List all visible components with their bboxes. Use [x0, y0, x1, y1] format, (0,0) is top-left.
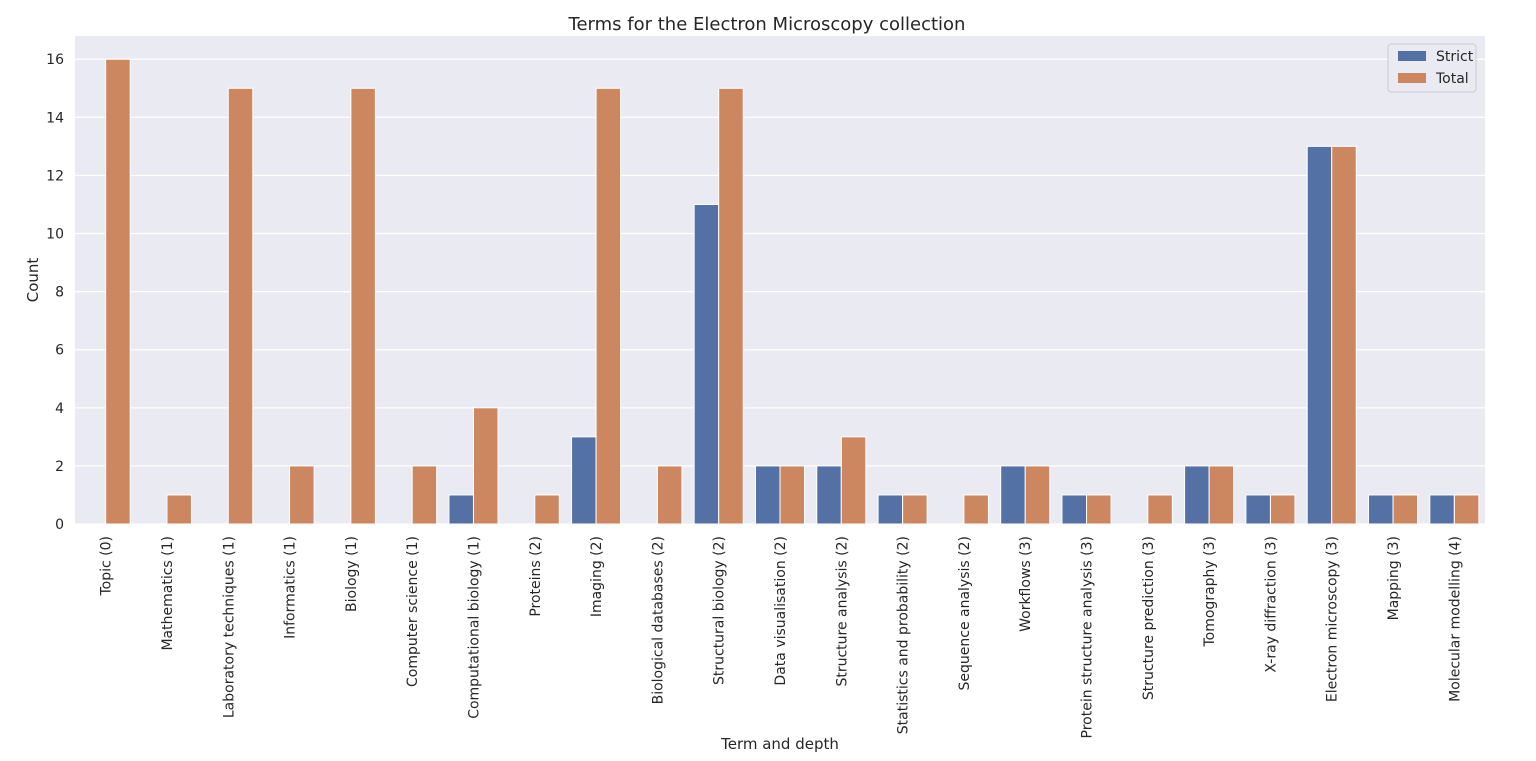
bar-strict [1245, 494, 1271, 525]
x-tick-label: Laboratory techniques (1) [221, 536, 237, 718]
bar-total [472, 407, 499, 525]
x-tick-label: Statistics and probability (2) [896, 536, 912, 734]
x-tick-label: Structural biology (2) [712, 536, 728, 685]
x-tick-label: Molecular modelling (4) [1447, 536, 1463, 702]
bar-strict [1306, 145, 1333, 525]
bar-total [1208, 465, 1235, 525]
y-tick-label: 0 [55, 517, 64, 533]
x-tick-label: Informatics (1) [283, 536, 299, 639]
bar-strict [816, 465, 842, 525]
bar-total [595, 87, 622, 525]
legend-label-strict: Strict [1436, 49, 1474, 65]
bar-total [1086, 494, 1112, 525]
y-tick-label: 10 [46, 227, 64, 243]
bar-strict [1429, 494, 1455, 525]
bar-total [718, 87, 744, 525]
bar-strict [1368, 494, 1394, 525]
y-tick-label: 6 [55, 343, 64, 359]
y-tick-label: 14 [46, 110, 64, 126]
x-tick-label: Sequence analysis (2) [957, 536, 973, 690]
legend-swatch-total [1398, 73, 1426, 83]
bar-total [1392, 494, 1419, 525]
bar-strict [693, 203, 720, 525]
x-tick-label: Structure prediction (3) [1141, 536, 1157, 700]
x-tick-label: Mapping (3) [1386, 536, 1402, 620]
bar-total [411, 465, 438, 525]
legend-swatch-strict [1398, 51, 1426, 61]
x-tick-label: Topic (0) [99, 536, 115, 597]
x-axis-ticks: Topic (0) Mathematics (1) Laboratory techn… [99, 536, 1464, 738]
y-tick-label: 12 [46, 168, 64, 184]
x-tick-label: Imaging (2) [589, 536, 605, 617]
bar-total [1147, 494, 1173, 525]
x-axis-label: Term and depth [720, 735, 839, 753]
bar-total [840, 436, 867, 525]
x-tick-label: Computational biology (1) [466, 536, 482, 719]
bar-total [963, 494, 989, 525]
plot-area [75, 36, 1485, 524]
bar-total [1331, 145, 1357, 525]
bar-total [105, 58, 131, 525]
bar-total [166, 494, 192, 525]
bar-strict [448, 494, 474, 525]
bar-total [902, 494, 928, 525]
bar-strict [1184, 465, 1210, 525]
bar-total [350, 87, 376, 525]
bar-strict [754, 465, 781, 525]
bar-total [779, 465, 806, 525]
bar-total [1453, 494, 1480, 525]
x-tick-label: Mathematics (1) [160, 536, 176, 651]
x-tick-label: Biology (1) [344, 536, 360, 612]
x-tick-label: Proteins (2) [528, 536, 544, 617]
legend-label-total: Total [1435, 71, 1469, 87]
bar-total [227, 87, 254, 525]
y-axis-ticks: 0 2 4 6 8 10 12 14 16 [46, 52, 64, 533]
x-tick-label: Tomography (3) [1202, 536, 1218, 648]
bar-total [289, 465, 315, 525]
y-tick-label: 16 [46, 52, 64, 68]
x-tick-label: Computer science (1) [405, 536, 421, 687]
x-tick-label: Workflows (3) [1018, 536, 1034, 632]
chart-title: Terms for the Electron Microscopy collec… [568, 14, 966, 35]
y-tick-label: 8 [55, 285, 64, 301]
bar-total [1024, 465, 1051, 525]
y-axis-label: Count [24, 258, 42, 303]
bar-total [1269, 494, 1296, 525]
y-tick-label: 4 [55, 401, 64, 417]
bar-strict [571, 436, 597, 525]
legend: Strict Total [1387, 43, 1477, 93]
x-tick-label: Biological databases (2) [650, 536, 666, 704]
bar-strict [1061, 494, 1088, 525]
bar-strict [877, 494, 904, 525]
x-tick-label: Data visualisation (2) [773, 536, 789, 686]
x-tick-label: Protein structure analysis (3) [1080, 536, 1096, 738]
y-tick-label: 2 [55, 459, 64, 475]
x-tick-label: Structure analysis (2) [834, 536, 850, 687]
bar-total [656, 465, 683, 525]
x-tick-label: X-ray diffraction (3) [1263, 536, 1279, 673]
bars [105, 58, 1480, 525]
bar-total [534, 494, 560, 525]
x-tick-label: Electron microscopy (3) [1325, 536, 1341, 702]
bar-strict [1000, 465, 1026, 525]
